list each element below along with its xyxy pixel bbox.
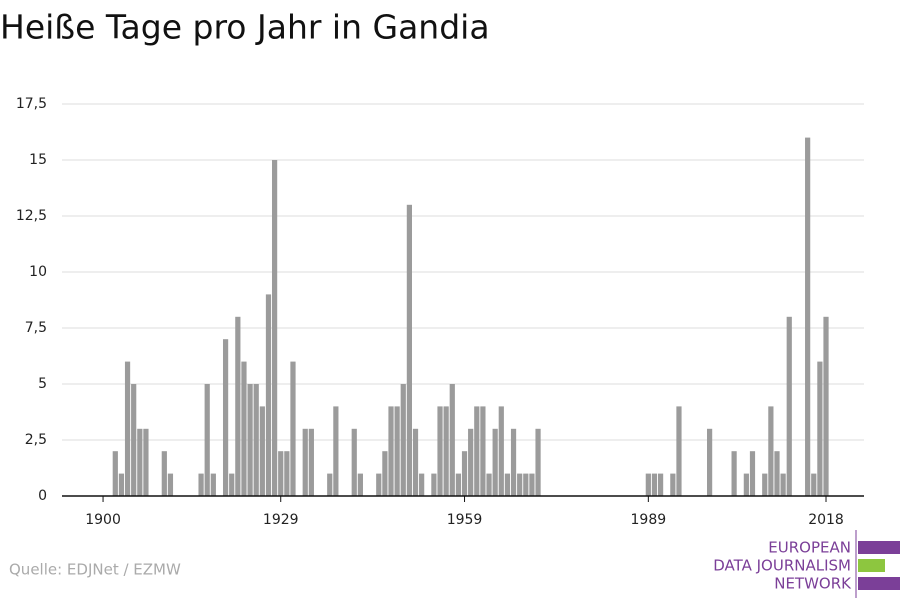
bar	[670, 473, 676, 496]
logo-bar	[858, 559, 885, 572]
bar	[235, 316, 241, 496]
bar	[504, 473, 511, 496]
bar	[112, 451, 118, 496]
bar	[247, 384, 253, 496]
bar	[351, 428, 357, 496]
bar	[382, 451, 388, 496]
bar	[474, 406, 480, 496]
bar	[124, 361, 131, 496]
y-tick-label: 2,5	[25, 432, 47, 448]
bar	[498, 406, 504, 496]
bar	[437, 406, 443, 496]
bar	[805, 137, 811, 496]
bar	[768, 406, 774, 496]
bar	[517, 473, 523, 496]
y-tick-label: 7,5	[25, 320, 47, 336]
bar	[400, 384, 406, 496]
bar	[278, 451, 284, 496]
logo-text: DATA JOURNALISM	[713, 557, 851, 575]
bar	[210, 473, 216, 496]
bar	[290, 361, 296, 496]
bar	[657, 473, 664, 496]
bar	[284, 451, 290, 496]
bar	[259, 406, 265, 496]
bar	[161, 451, 167, 496]
bar	[731, 451, 737, 496]
bar	[486, 473, 492, 496]
x-tick-label: 1959	[447, 512, 483, 528]
bar	[308, 428, 314, 496]
bar	[241, 361, 247, 496]
x-tick-label: 2018	[808, 512, 844, 528]
bar	[651, 473, 658, 496]
logo-text: NETWORK	[774, 575, 852, 593]
bar	[376, 473, 382, 496]
y-tick-label: 17,5	[16, 96, 47, 112]
y-tick-label: 12,5	[16, 208, 47, 224]
bar	[749, 451, 756, 496]
bar	[406, 204, 412, 497]
bar	[167, 473, 174, 496]
bar	[302, 428, 308, 496]
x-tick-label: 1900	[85, 512, 121, 528]
bar	[811, 473, 817, 496]
y-tick-label: 5	[38, 376, 47, 392]
bar	[817, 361, 823, 496]
bar	[137, 428, 143, 496]
bar	[523, 473, 529, 496]
bar	[327, 473, 333, 496]
logo: EUROPEAN DATA JOURNALISM NETWORK	[713, 530, 900, 598]
bar	[271, 160, 278, 496]
logo-bar	[858, 541, 900, 554]
bar	[253, 384, 259, 496]
bar	[676, 406, 682, 496]
bar	[762, 473, 768, 496]
bar	[143, 428, 149, 496]
bar	[412, 428, 419, 496]
bar	[357, 473, 363, 496]
bar	[529, 473, 535, 496]
bar	[265, 294, 272, 496]
bar	[707, 428, 713, 496]
logo-text: EUROPEAN	[768, 539, 851, 557]
x-tick-label: 1989	[631, 512, 667, 528]
bar	[131, 384, 137, 496]
logo-bar	[858, 577, 900, 590]
bar	[492, 428, 498, 496]
bar	[645, 473, 651, 496]
bar	[118, 473, 125, 496]
bar	[222, 339, 229, 496]
bar	[510, 428, 517, 496]
bar	[394, 406, 400, 496]
y-tick-label: 0	[38, 488, 47, 504]
bar	[786, 316, 792, 496]
bar	[449, 384, 455, 496]
bar	[774, 451, 780, 496]
bar	[419, 473, 425, 496]
chart-title: Heiße Tage pro Jahr in Gandia	[0, 8, 490, 47]
bar	[198, 473, 204, 496]
bar	[229, 473, 235, 496]
y-tick-label: 10	[29, 264, 47, 280]
bar	[431, 473, 437, 496]
source: Quelle: EDJNet / EZMW	[9, 561, 181, 579]
bar	[461, 451, 468, 496]
bar	[443, 406, 449, 496]
bar	[333, 406, 339, 496]
bar	[455, 473, 462, 496]
bar	[535, 428, 541, 496]
x-tick-label: 1929	[263, 512, 299, 528]
bar	[823, 316, 829, 496]
bar	[743, 473, 749, 496]
bar	[468, 428, 474, 496]
bar	[480, 406, 486, 496]
bar	[388, 406, 394, 496]
y-tick-label: 15	[29, 152, 47, 168]
bar	[780, 473, 786, 496]
bar	[204, 384, 210, 496]
